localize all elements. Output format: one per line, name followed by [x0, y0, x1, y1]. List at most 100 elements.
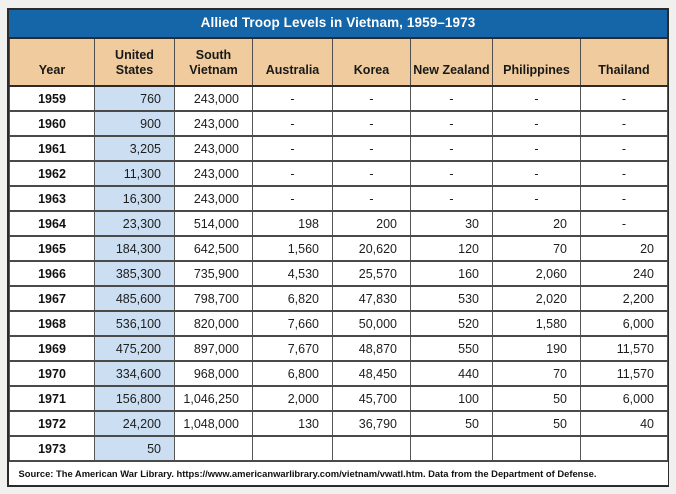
cell-value: 156,800 [94, 385, 175, 412]
cell-value: 7,660 [252, 310, 333, 337]
cell-value: 7,670 [252, 335, 333, 362]
cell-value: 1,580 [492, 310, 581, 337]
column-header-south-vietnam: South Vietnam [174, 39, 253, 87]
cell-value: 11,570 [580, 360, 668, 387]
cell-value: 485,600 [94, 285, 175, 312]
cell-year: 1961 [9, 135, 95, 162]
cell-year: 1960 [9, 110, 95, 137]
cell-value: 47,830 [332, 285, 411, 312]
cell-value: 334,600 [94, 360, 175, 387]
cell-value: 243,000 [174, 185, 253, 212]
cell-value: - [492, 160, 581, 187]
cell-year: 1973 [9, 435, 95, 462]
table-row: 1965 184,300 642,500 1,560 20,620 120 70… [9, 235, 668, 262]
cell-value: 50 [410, 410, 493, 437]
cell-value: 1,560 [252, 235, 333, 262]
table-row: 1961 3,205 243,000 - - - - - [9, 135, 668, 162]
column-header-year: Year [9, 39, 95, 87]
table-row: 1973 50 [9, 435, 668, 462]
table-header: Year United States South Vietnam Austral… [9, 39, 668, 87]
cell-value: - [410, 110, 493, 137]
cell-value [174, 435, 253, 462]
cell-value: 2,200 [580, 285, 668, 312]
table-row: 1963 16,300 243,000 - - - - - [9, 185, 668, 212]
cell-value: - [492, 185, 581, 212]
cell-year: 1963 [9, 185, 95, 212]
troop-levels-table: Year United States South Vietnam Austral… [9, 39, 668, 485]
cell-value: 23,300 [94, 210, 175, 237]
cell-value: 514,000 [174, 210, 253, 237]
cell-value: 243,000 [174, 135, 253, 162]
cell-year: 1969 [9, 335, 95, 362]
cell-value: 50,000 [332, 310, 411, 337]
cell-value: - [580, 160, 668, 187]
cell-value: 820,000 [174, 310, 253, 337]
cell-value: 190 [492, 335, 581, 362]
cell-value: 475,200 [94, 335, 175, 362]
cell-value: 24,200 [94, 410, 175, 437]
cell-value: 440 [410, 360, 493, 387]
table-row: 1970 334,600 968,000 6,800 48,450 440 70… [9, 360, 668, 387]
cell-value: 11,570 [580, 335, 668, 362]
cell-year: 1971 [9, 385, 95, 412]
table-title: Allied Troop Levels in Vietnam, 1959–197… [9, 10, 667, 39]
cell-value: 4,530 [252, 260, 333, 287]
cell-value: 2,000 [252, 385, 333, 412]
cell-value: - [492, 110, 581, 137]
column-header-united-states: United States [94, 39, 175, 87]
cell-value: - [492, 135, 581, 162]
cell-value: 30 [410, 210, 493, 237]
cell-value: 385,300 [94, 260, 175, 287]
table-footer: Source: The American War Library. https:… [9, 460, 668, 485]
cell-value: 2,020 [492, 285, 581, 312]
cell-value: 968,000 [174, 360, 253, 387]
cell-value: - [332, 185, 411, 212]
cell-value: - [332, 135, 411, 162]
cell-value: 6,800 [252, 360, 333, 387]
cell-value: 36,790 [332, 410, 411, 437]
table-row: 1959 760 243,000 - - - - - [9, 85, 668, 112]
cell-value: 45,700 [332, 385, 411, 412]
cell-value: 900 [94, 110, 175, 137]
cell-value: - [332, 110, 411, 137]
header-row: Year United States South Vietnam Austral… [9, 39, 668, 87]
cell-value: 25,570 [332, 260, 411, 287]
cell-value: 243,000 [174, 85, 253, 112]
cell-value: 798,700 [174, 285, 253, 312]
cell-value: - [252, 135, 333, 162]
cell-value: 130 [252, 410, 333, 437]
column-header-thailand: Thailand [580, 39, 668, 87]
cell-value: - [252, 85, 333, 112]
cell-value: 897,000 [174, 335, 253, 362]
cell-value: 50 [492, 410, 581, 437]
cell-value [580, 435, 668, 462]
cell-value: 20,620 [332, 235, 411, 262]
cell-value: 198 [252, 210, 333, 237]
cell-value: 120 [410, 235, 493, 262]
cell-value: 6,000 [580, 310, 668, 337]
table-row: 1962 11,300 243,000 - - - - - [9, 160, 668, 187]
cell-value: - [410, 85, 493, 112]
table-row: 1969 475,200 897,000 7,670 48,870 550 19… [9, 335, 668, 362]
cell-value: 50 [492, 385, 581, 412]
cell-value: 3,205 [94, 135, 175, 162]
cell-year: 1972 [9, 410, 95, 437]
cell-year: 1967 [9, 285, 95, 312]
source-row: Source: The American War Library. https:… [9, 460, 668, 485]
cell-value: 2,060 [492, 260, 581, 287]
table-row: 1960 900 243,000 - - - - - [9, 110, 668, 137]
cell-year: 1970 [9, 360, 95, 387]
cell-value: 536,100 [94, 310, 175, 337]
table-row: 1971 156,800 1,046,250 2,000 45,700 100 … [9, 385, 668, 412]
cell-value: 530 [410, 285, 493, 312]
cell-year: 1959 [9, 85, 95, 112]
cell-value: - [252, 160, 333, 187]
cell-value: 240 [580, 260, 668, 287]
cell-value: 16,300 [94, 185, 175, 212]
cell-value: 6,820 [252, 285, 333, 312]
source-note: Source: The American War Library. https:… [9, 460, 668, 485]
cell-value [332, 435, 411, 462]
troop-levels-table-panel: Allied Troop Levels in Vietnam, 1959–197… [7, 8, 669, 487]
cell-value: - [580, 85, 668, 112]
